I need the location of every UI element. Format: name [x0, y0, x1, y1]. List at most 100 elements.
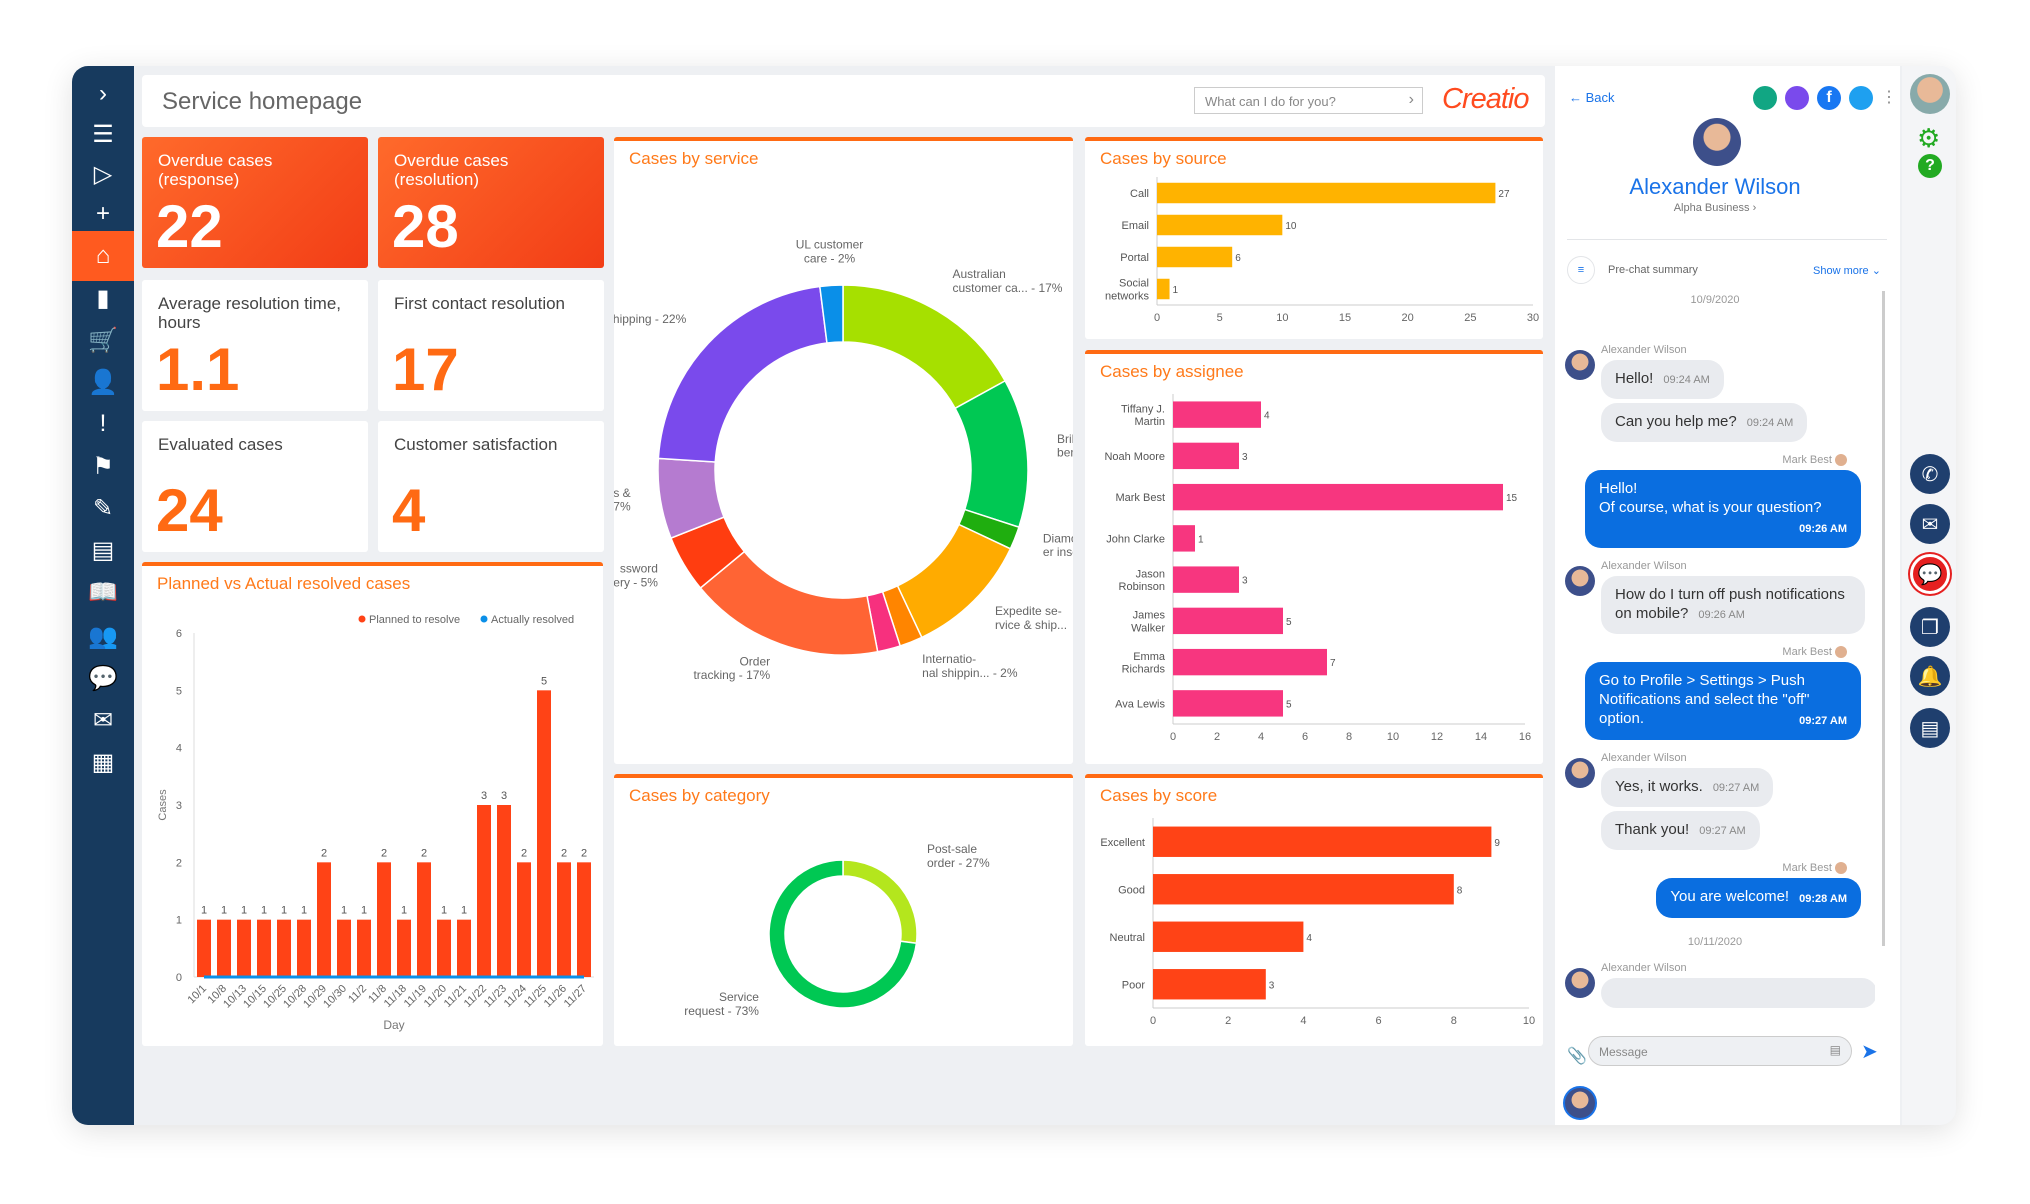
show-more-label: Show more: [1813, 265, 1869, 277]
message-input[interactable]: Message ▤: [1588, 1036, 1852, 1066]
category-label: Neutral: [1110, 932, 1145, 944]
message-bubble: How do I turn off push notifications on …: [1601, 576, 1865, 635]
score-chart-svg: 0 2 4 6 8 10 Excellent 9 Good 8 Neutral 4 Poor 3: [1100, 818, 1535, 1027]
cases-by-category-chart: Cases by category Post-sale order - 27% Ser…: [614, 774, 1073, 1046]
cart-icon[interactable]: 🛒: [88, 326, 118, 354]
list-icon: ≡: [1567, 256, 1595, 284]
kpi-tile[interactable]: Overdue cases (response) 22: [142, 137, 368, 268]
attach-icon[interactable]: 📎: [1567, 1048, 1587, 1065]
divider: [1567, 239, 1887, 240]
chevron-right-icon[interactable]: ›: [99, 80, 107, 107]
email-icon[interactable]: ✉: [1910, 504, 1950, 544]
y-tick-label: 3: [176, 800, 182, 812]
kpi-label: Evaluated cases: [158, 435, 283, 454]
kpi-tile[interactable]: Overdue cases (resolution) 28: [378, 137, 604, 268]
play-icon[interactable]: ▷: [93, 160, 113, 188]
y-tick-label: 4: [176, 743, 182, 755]
sender-name: Mark Best: [1601, 646, 1847, 659]
chats-icon[interactable]: 💬: [88, 664, 118, 692]
message-text: Thank you!: [1615, 821, 1690, 839]
assignee-chart-svg: 0 2 4 6 8 10 12 14 16 Tiffany J. Martin 4 Noah Moore…: [1104, 394, 1531, 743]
data-label: 1: [301, 905, 307, 917]
message-icon[interactable]: ✉: [92, 706, 114, 734]
message-bubble: You are welcome! 09:28 AM: [1656, 878, 1861, 919]
kpi-value: 4: [392, 477, 426, 544]
slice-label: Expedite se-rvice & ship...: [995, 604, 1067, 632]
building-icon[interactable]: ▦: [91, 748, 115, 776]
facebook-icon[interactable]: f: [1817, 86, 1841, 110]
plus-icon[interactable]: +: [95, 200, 110, 227]
message-bubble: [1601, 978, 1875, 1009]
kpi-tile[interactable]: Customer satisfaction 4: [378, 421, 604, 552]
slice-label: Internatio-nal shippin... - 2%: [922, 652, 1018, 680]
back-button[interactable]: ← Back: [1569, 90, 1615, 105]
planned-chart-svg: 0123456CasesDay110/1110/8110/13110/15110…: [157, 614, 594, 1032]
alert-icon[interactable]: !: [99, 410, 107, 437]
data-label: 27: [1498, 189, 1510, 200]
message-time: 09:24 AM: [1746, 417, 1794, 429]
contact-avatar-small: [1565, 968, 1595, 999]
slice-label: ns &s - 7%: [614, 486, 631, 514]
chats-icon[interactable]: ❐: [1910, 607, 1950, 647]
slice-label: UL customer care - 2%: [796, 238, 864, 266]
slice-label: sswordovery - 5%: [614, 562, 658, 590]
data-label: 2: [521, 847, 527, 859]
slice-label: Diamorer inscr: [1043, 531, 1073, 559]
category-label: Emma Richards: [1122, 651, 1166, 676]
contact-search-icon[interactable]: [1785, 86, 1809, 110]
y-tick-label: 6: [176, 628, 182, 640]
company-link[interactable]: Alpha Business ›: [1673, 202, 1757, 214]
home-icon[interactable]: ⌂: [72, 231, 134, 281]
chat-icon[interactable]: 💬: [1910, 554, 1950, 594]
bar-chart-icon[interactable]: ▮: [96, 284, 110, 312]
pie-slice: [842, 284, 1007, 410]
data-label: 5: [1286, 699, 1292, 710]
gear-icon[interactable]: ⚙: [1917, 123, 1941, 153]
tools-icon[interactable]: ✎: [92, 494, 114, 522]
kpi-tile[interactable]: First contact resolution 17: [378, 280, 604, 411]
chat-channel-icon[interactable]: [1753, 86, 1777, 110]
user-profile-avatar[interactable]: [1910, 74, 1950, 114]
command-search-input[interactable]: What can I do for you? ›: [1194, 87, 1423, 114]
chat-scrollbar[interactable]: [1882, 291, 1885, 946]
agent-avatar[interactable]: [1563, 1086, 1597, 1120]
kpi-tile[interactable]: Evaluated cases 24: [142, 421, 368, 552]
help-icon[interactable]: ?: [1918, 154, 1942, 178]
data-label: 3: [481, 790, 487, 802]
contacts-icon[interactable]: 👥: [88, 622, 118, 650]
book-icon[interactable]: 📖: [88, 578, 118, 606]
user-transfer-icon[interactable]: [1849, 86, 1873, 110]
bar: [1173, 525, 1195, 552]
sender-name: Alexander Wilson: [1601, 560, 1687, 573]
kpi-tile[interactable]: Average resolution time, hours 1.1: [142, 280, 368, 411]
person-icon[interactable]: 👤: [88, 368, 118, 396]
menu-icon[interactable]: ☰: [92, 120, 114, 148]
feed-icon[interactable]: ▤: [1910, 708, 1950, 748]
message-time: 09:24 AM: [1663, 374, 1710, 386]
x-tick-label: 2: [1225, 1015, 1231, 1027]
show-more-button[interactable]: Show more ⌄: [1813, 265, 1881, 277]
flag-icon[interactable]: ⚑: [92, 452, 114, 480]
x-tick-label: 10: [1523, 1015, 1535, 1027]
category-label: Poor: [1122, 979, 1146, 991]
x-tick-label: 11/27: [562, 983, 589, 1010]
message-text: Can you help me?: [1615, 413, 1737, 430]
phone-icon[interactable]: ✆: [1910, 454, 1950, 494]
more-options-icon[interactable]: ⋮: [1881, 89, 1897, 106]
chart-title: Planned vs Actual resolved cases: [157, 574, 411, 593]
template-icon[interactable]: ▤: [1829, 1043, 1841, 1057]
back-label: Back: [1585, 90, 1615, 105]
message-time: 09:26 AM: [1799, 523, 1847, 536]
slice-label: Order tracking - 17%: [693, 654, 770, 682]
bar-planned: [297, 919, 311, 977]
data-label: 4: [1264, 411, 1270, 422]
message-text: Yes, it works.: [1615, 778, 1703, 796]
document-icon[interactable]: ▤: [91, 536, 115, 564]
kpi-label: Overdue cases (resolution): [394, 151, 509, 189]
kpi-label: Customer satisfaction: [394, 435, 558, 454]
kpi-value: 22: [156, 193, 223, 260]
bell-icon[interactable]: 🔔: [1910, 656, 1950, 696]
data-label: 1: [401, 905, 407, 917]
send-button[interactable]: ➤: [1861, 1041, 1878, 1063]
